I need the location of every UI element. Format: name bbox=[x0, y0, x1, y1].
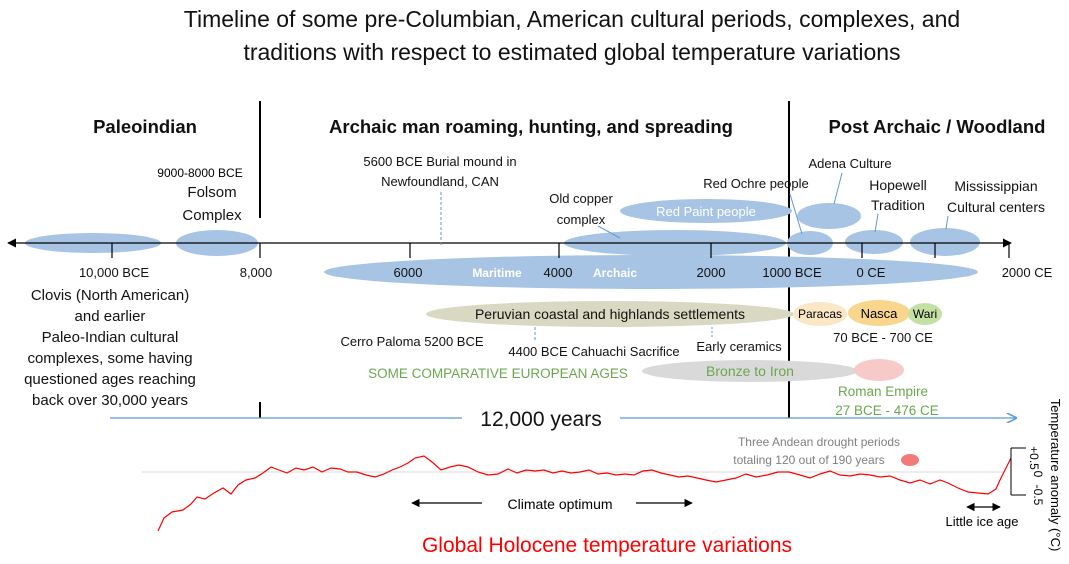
hopewell-line-2: Tradition bbox=[871, 197, 925, 213]
adena-label: Adena Culture bbox=[808, 156, 891, 171]
nasca-ellipse bbox=[848, 300, 910, 326]
cerro-paloma-label: Cerro Paloma 5200 BCE bbox=[340, 334, 483, 349]
european-ages-label: SOME COMPARATIVE EUROPEAN AGES bbox=[368, 366, 628, 381]
span-label: 12,000 years bbox=[480, 408, 601, 431]
section-paleoindian: Paleoindian bbox=[93, 116, 197, 137]
maritime-label: Maritime bbox=[472, 266, 522, 280]
title-line-1: Timeline of some pre-Columbian, American… bbox=[184, 6, 960, 32]
burial-mound-line-2: Newfoundland, CAN bbox=[381, 174, 499, 189]
wari-ellipse bbox=[908, 303, 942, 325]
bronze-iron-ellipse bbox=[642, 360, 858, 382]
tick-label-1000bce: 1000 BCE bbox=[762, 265, 822, 280]
adena-leader bbox=[833, 172, 843, 205]
adena-ellipse bbox=[797, 203, 861, 229]
tick-label-10000: 10,000 BCE bbox=[79, 265, 149, 280]
peruvian-ellipse bbox=[426, 301, 794, 327]
drought-line-2: totaling 120 out of 190 years bbox=[733, 453, 884, 467]
folsom-date: 9000-8000 BCE bbox=[157, 166, 242, 180]
clovis-line-6: back over 30,000 years bbox=[32, 392, 188, 409]
red-ochre-label: Red Ochre people bbox=[703, 176, 809, 191]
old-copper-leader bbox=[597, 225, 621, 239]
title-line-2: traditions with respect to estimated glo… bbox=[243, 39, 900, 65]
temperature-curve bbox=[157, 455, 1012, 532]
maritime-archaic-ellipse bbox=[324, 255, 978, 289]
clovis-line-2: and earlier bbox=[75, 308, 146, 325]
temp-axis-label: Temperature anomaly (°C) bbox=[1048, 399, 1063, 552]
mississippian-leader bbox=[945, 215, 949, 230]
tick-label-2000: 2000 bbox=[697, 265, 726, 280]
nasca-label: Nasca bbox=[861, 306, 899, 321]
hopewell-leader bbox=[874, 213, 879, 233]
old-copper-line-2: complex bbox=[557, 212, 606, 227]
wari-label: Wari bbox=[913, 307, 937, 321]
peruvian-label: Peruvian coastal and highlands settlemen… bbox=[475, 306, 745, 322]
drought-line-1: Three Andean drought periods bbox=[738, 435, 900, 449]
early-ceramics-label: Early ceramics bbox=[696, 339, 782, 354]
climate-optimum-label: Climate optimum bbox=[507, 496, 612, 512]
tick-label-8000: 8,000 bbox=[240, 265, 273, 280]
axis-ticks bbox=[111, 243, 1010, 258]
span-label-bg bbox=[462, 403, 620, 433]
cahuachi-label: 4400 BCE Cahuachi Sacrifice bbox=[508, 344, 679, 359]
roman-line-2: 27 BCE - 476 CE bbox=[835, 403, 939, 418]
mississippian-line-1: Mississippian bbox=[954, 178, 1037, 194]
holocene-caption: Global Holocene temperature variations bbox=[422, 534, 792, 557]
folsom-line-1: Folsom bbox=[187, 184, 236, 201]
old-copper-line-1: Old copper bbox=[549, 191, 613, 206]
red-paint-label: Red Paint people bbox=[656, 204, 756, 219]
little-ice-age-label: Little ice age bbox=[946, 514, 1019, 529]
section-archaic: Archaic man roaming, hunting, and spread… bbox=[329, 116, 733, 137]
section-post-archaic: Post Archaic / Woodland bbox=[829, 116, 1046, 137]
paracas-label: Paracas bbox=[798, 307, 842, 321]
folsom-line-2: Complex bbox=[182, 207, 242, 224]
mississippian-ellipse bbox=[910, 228, 980, 256]
temp-scale-plus: +0.5 bbox=[1027, 446, 1041, 470]
nasca-dates: 70 BCE - 700 CE bbox=[833, 330, 933, 345]
paracas-ellipse bbox=[793, 302, 847, 326]
temp-scale-zero: 0 bbox=[1031, 471, 1045, 478]
roman-ellipse bbox=[854, 359, 904, 381]
burial-mound-line-1: 5600 BCE Burial mound in bbox=[363, 154, 516, 169]
clovis-line-4: complexes, some having bbox=[27, 350, 192, 367]
tick-label-6000: 6000 bbox=[394, 265, 423, 280]
tick-label-4000: 4000 bbox=[544, 265, 573, 280]
clovis-line-3: Paleo-Indian cultural bbox=[42, 329, 179, 346]
archaic-label: Archaic bbox=[593, 266, 637, 280]
tick-label-0ce: 0 CE bbox=[857, 265, 886, 280]
hopewell-ellipse bbox=[845, 230, 903, 254]
tick-label-2000ce: 2000 CE bbox=[1002, 265, 1053, 280]
drought-marker bbox=[901, 454, 919, 466]
roman-line-1: Roman Empire bbox=[838, 384, 928, 399]
bronze-iron-label: Bronze to Iron bbox=[706, 363, 794, 379]
red-ochre-leader bbox=[789, 193, 803, 235]
mississippian-line-2: Cultural centers bbox=[947, 199, 1045, 215]
clovis-line-5: questioned ages reaching bbox=[24, 371, 196, 388]
hopewell-line-1: Hopewell bbox=[869, 177, 927, 193]
temp-scale-minus: -0.5 bbox=[1031, 485, 1045, 506]
red-paint-ellipse bbox=[620, 199, 792, 223]
clovis-line-1: Clovis (North American) bbox=[31, 287, 189, 304]
